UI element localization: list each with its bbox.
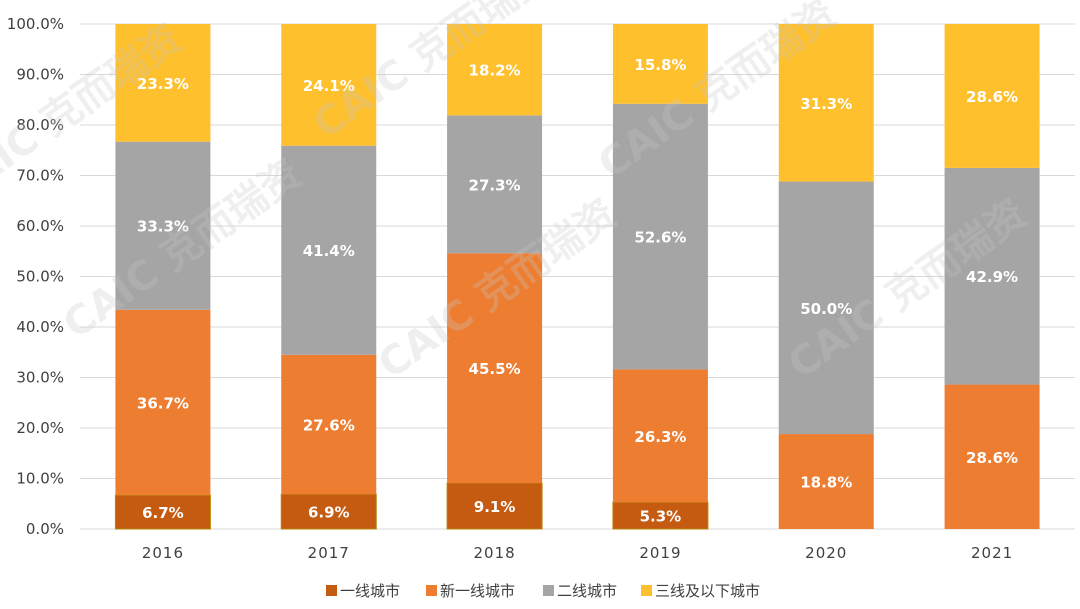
x-tick-label: 2017 <box>308 544 350 562</box>
data-label: 42.9% <box>966 268 1018 286</box>
y-tick-label: 50.0% <box>16 268 64 286</box>
y-tick-label: 90.0% <box>16 66 64 84</box>
y-tick-label: 0.0% <box>26 520 64 538</box>
data-label: 27.6% <box>303 416 355 434</box>
data-label: 24.1% <box>303 77 355 95</box>
bar-segment <box>944 167 1040 385</box>
y-tick-label: 80.0% <box>16 116 64 134</box>
y-tick-label: 60.0% <box>16 217 64 235</box>
y-tick-label: 40.0% <box>16 318 64 336</box>
legend-swatch <box>426 585 437 596</box>
legend-swatch <box>543 585 554 596</box>
legend-label: 二线城市 <box>557 582 617 600</box>
data-label: 45.5% <box>469 360 521 378</box>
bar-segment <box>612 24 708 104</box>
y-tick-label: 10.0% <box>16 470 64 488</box>
bar-segment <box>281 24 377 146</box>
bar-segment <box>778 24 874 182</box>
data-label: 28.6% <box>966 88 1018 106</box>
bar-segment <box>944 24 1040 168</box>
x-tick-label: 2021 <box>971 544 1013 562</box>
bar-segment <box>115 24 211 142</box>
y-tick-label: 100.0% <box>7 15 64 33</box>
data-label: 9.1% <box>474 498 516 516</box>
bar-segment <box>115 141 211 310</box>
bar-segment <box>944 384 1040 529</box>
y-tick-label: 30.0% <box>16 369 64 387</box>
data-label: 18.2% <box>469 62 521 80</box>
bar-segment <box>115 309 211 496</box>
x-tick-label: 2018 <box>473 544 515 562</box>
x-axis: 2016 2017 2018 2019 2020 2021 <box>142 544 1013 562</box>
bar-segment <box>447 24 543 116</box>
data-label: 33.3% <box>137 218 189 236</box>
legend-label: 一线城市 <box>340 582 400 600</box>
data-label: 23.3% <box>137 75 189 93</box>
data-label: 41.4% <box>303 242 355 260</box>
data-label: 6.7% <box>142 504 184 522</box>
legend: 一线城市 新一线城市 二线城市 三线及以下城市 <box>326 582 760 600</box>
bar-segment <box>281 354 377 495</box>
bar-segment <box>447 253 543 484</box>
data-label: 52.6% <box>634 229 686 247</box>
bar-segment <box>446 482 543 530</box>
data-label: 27.3% <box>469 176 521 194</box>
legend-label: 三线及以下城市 <box>655 582 760 600</box>
bar-segment <box>447 115 543 254</box>
y-tick-label: 20.0% <box>16 419 64 437</box>
data-label: 50.0% <box>800 300 852 318</box>
x-tick-label: 2019 <box>639 544 681 562</box>
bar-segment <box>612 103 708 370</box>
bar-segment <box>778 181 874 435</box>
bar-segment <box>280 493 377 530</box>
x-tick-label: 2016 <box>142 544 184 562</box>
data-label: 18.8% <box>800 474 852 492</box>
gridlines <box>80 23 1075 530</box>
bar-segment <box>114 494 211 530</box>
y-axis: 0.0% 10.0% 20.0% 30.0% 40.0% 50.0% 60.0% 70.0% 8… <box>7 15 64 538</box>
data-label: 36.7% <box>137 394 189 412</box>
bar-segment <box>778 434 874 529</box>
legend-swatch <box>641 585 652 596</box>
bar-segment <box>612 501 709 530</box>
data-label: 31.3% <box>800 95 852 113</box>
bar-segment <box>612 369 708 503</box>
data-label: 5.3% <box>640 508 682 526</box>
data-label: 28.6% <box>966 449 1018 467</box>
legend-swatch <box>326 585 337 596</box>
y-tick-label: 70.0% <box>16 167 64 185</box>
legend-label: 新一线城市 <box>440 582 515 600</box>
bars <box>114 24 1040 530</box>
data-label: 15.8% <box>634 56 686 74</box>
data-label: 6.9% <box>308 504 350 522</box>
bar-segment <box>281 145 377 355</box>
x-tick-label: 2020 <box>805 544 847 562</box>
data-labels: 6.7% 36.7% 33.3% 23.3% 6.9% 27.6% 41.4% 24.1% 9.… <box>137 56 1018 526</box>
data-label: 26.3% <box>634 428 686 446</box>
